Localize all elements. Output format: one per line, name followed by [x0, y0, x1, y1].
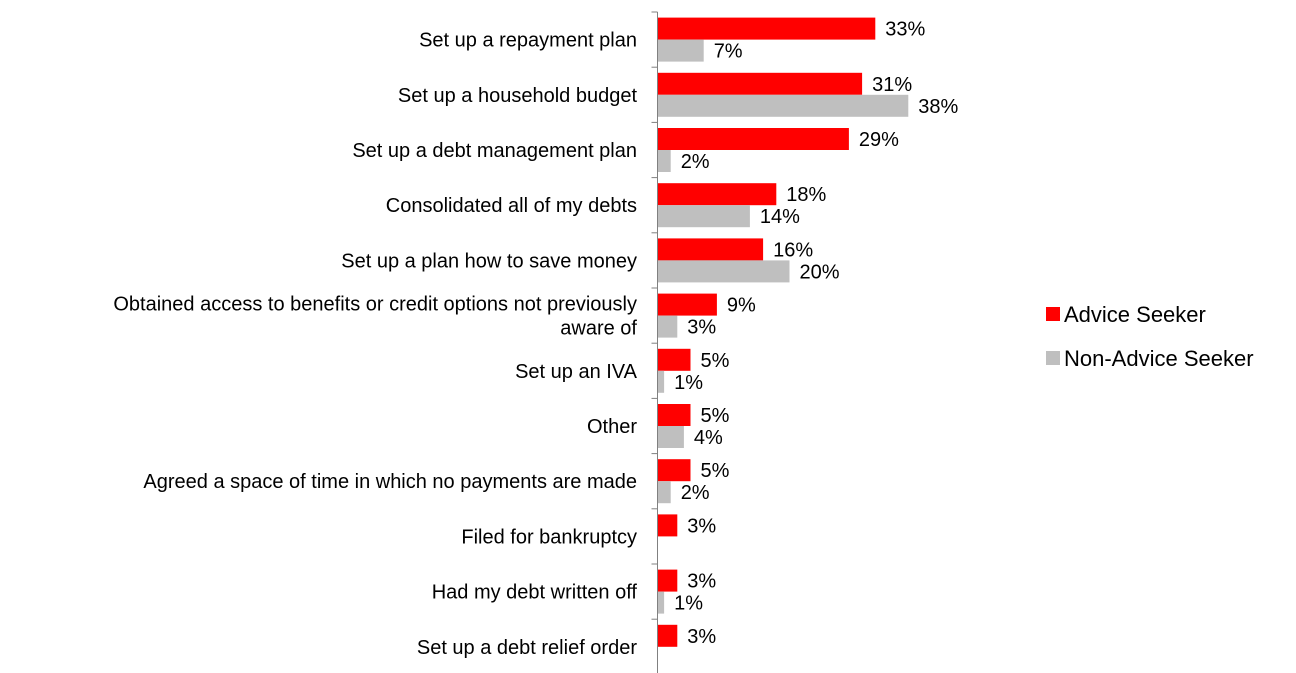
advice-seeker-bar [657, 624, 678, 647]
non-advice-seeker-bar [657, 150, 671, 172]
advice-seeker-value-label: 31% [872, 74, 912, 96]
category-label: Set up an IVA [515, 361, 638, 383]
bars [657, 17, 909, 647]
category-label: Agreed a space of time in which no payme… [143, 471, 637, 493]
advice-seeker-bar [657, 72, 863, 95]
non-advice-seeker-bar [657, 426, 684, 448]
advice-seeker-value-label: 9% [727, 295, 756, 317]
category-label: Filed for bankruptcy [461, 526, 637, 548]
advice-seeker-bar [657, 348, 691, 371]
advice-seeker-bar [657, 293, 717, 316]
category-axis [651, 11, 658, 673]
non-advice-seeker-bar [657, 591, 665, 614]
category-label: Consolidated all of my debts [386, 195, 637, 217]
value-labels: 33%7%31%38%29%2%18%14%16%20%9%3%5%1%5%4%… [674, 19, 958, 648]
non-advice-seeker-bar [657, 205, 750, 228]
non-advice-seeker-bar [657, 94, 909, 117]
category-labels: Set up a repayment plan Set up a househol… [113, 30, 637, 659]
non-advice-seeker-value-label: 20% [800, 261, 840, 283]
category-label: Set up a debt management plan [352, 140, 637, 162]
non-advice-seeker-value-label: 2% [681, 151, 710, 173]
non-advice-seeker-value-label: 7% [714, 41, 743, 63]
advice-seeker-value-label: 3% [687, 626, 716, 648]
non-advice-seeker-bar [657, 370, 665, 393]
category-label: Set up a plan how to save money [341, 250, 637, 272]
legend-label-advice-seeker: Advice Seeker [1064, 302, 1206, 327]
advice-seeker-bar [657, 404, 691, 426]
non-advice-seeker-value-label: 1% [674, 593, 703, 615]
legend-label-non-advice-seeker: Non-Advice Seeker [1064, 346, 1254, 371]
category-label: Obtained access to benefits or credit op… [113, 294, 637, 340]
non-advice-seeker-value-label: 2% [681, 482, 710, 504]
advice-seeker-value-label: 5% [701, 460, 730, 482]
advice-seeker-bar [657, 514, 678, 537]
non-advice-seeker-value-label: 14% [760, 206, 800, 228]
advice-seeker-bar [657, 183, 777, 206]
non-advice-seeker-bar [657, 315, 678, 338]
category-label: Other [587, 416, 637, 438]
legend-swatch-advice-seeker [1046, 307, 1060, 321]
advice-seeker-value-label: 5% [701, 405, 730, 427]
category-label: Had my debt written off [432, 582, 638, 604]
advice-seeker-value-label: 33% [885, 19, 925, 41]
category-label: Set up a household budget [398, 85, 638, 107]
advice-seeker-value-label: 16% [773, 239, 813, 261]
advice-seeker-bar [657, 569, 678, 592]
non-advice-seeker-bar [657, 39, 704, 62]
category-label: Set up a debt relief order [417, 637, 637, 659]
category-label: Set up a repayment plan [419, 30, 637, 52]
advice-seeker-value-label: 3% [687, 571, 716, 593]
non-advice-seeker-value-label: 38% [918, 96, 958, 118]
advice-seeker-value-label: 29% [859, 129, 899, 151]
legend-swatch-non-advice-seeker [1046, 351, 1060, 365]
advice-seeker-bar [657, 128, 849, 150]
non-advice-seeker-value-label: 4% [694, 427, 723, 449]
advice-seeker-bar [657, 238, 764, 261]
advice-seeker-value-label: 5% [701, 350, 730, 372]
non-advice-seeker-bar [657, 481, 671, 504]
non-advice-seeker-bar [657, 260, 790, 283]
advice-seeker-bar [657, 17, 876, 40]
advice-seeker-value-label: 18% [786, 184, 826, 206]
advice-seeker-value-label: 3% [687, 515, 716, 537]
non-advice-seeker-value-label: 1% [674, 372, 703, 394]
non-advice-seeker-value-label: 3% [687, 317, 716, 339]
advice-seeker-bar [657, 459, 691, 482]
legend: Advice Seeker Non-Advice Seeker [1046, 302, 1254, 371]
